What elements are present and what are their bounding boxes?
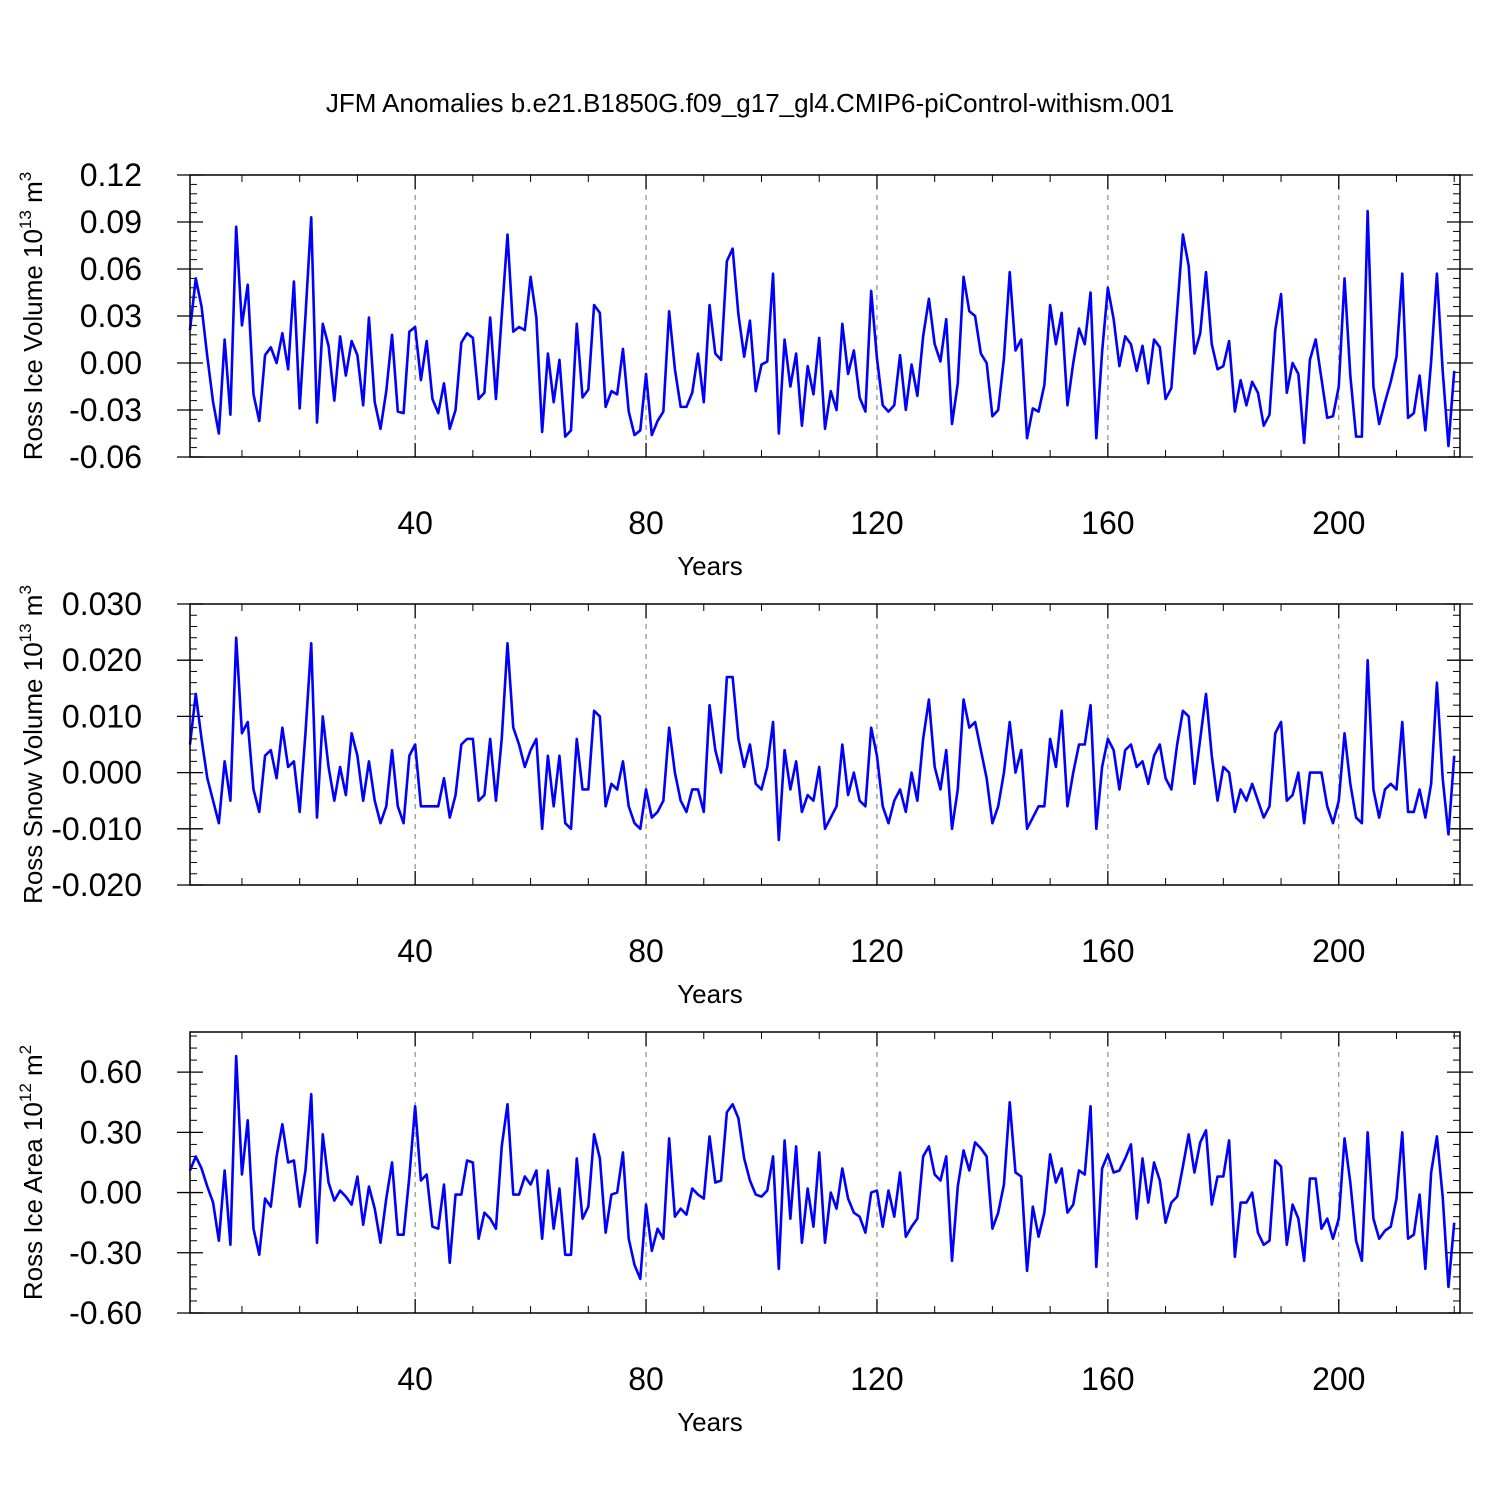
plot-frame — [189, 603, 1461, 886]
series-line — [188, 209, 1456, 448]
y-axis-label-unit-exponent: 3 — [16, 172, 35, 181]
y-tick-label: 0.03 — [80, 298, 142, 334]
x-tick-label: 160 — [1081, 1361, 1134, 1397]
y-tick-label: 0.030 — [62, 586, 142, 622]
x-tick-label: 160 — [1081, 933, 1134, 969]
y-axis-label: Ross Snow Volume 1013 m3 — [16, 585, 48, 904]
series-line — [188, 636, 1456, 842]
y-tick-label: -0.020 — [51, 867, 142, 903]
y-axis-label-text: Ross Ice Volume 10 — [18, 229, 48, 460]
x-tick-label: 80 — [628, 1361, 664, 1397]
y-axis-label-unit: m — [18, 1054, 48, 1083]
y-axis-label-exponent: 12 — [16, 1083, 35, 1102]
plot-frame — [189, 174, 1461, 458]
y-axis-label-unit: m — [18, 595, 48, 624]
chart-title: JFM Anomalies b.e21.B1850G.f09_g17_gl4.C… — [326, 88, 1174, 118]
y-axis-label-unit-exponent: 3 — [16, 585, 35, 594]
y-tick-label: -0.60 — [69, 1295, 142, 1331]
y-tick-label: 0.00 — [80, 1175, 142, 1211]
y-tick-label: 0.09 — [80, 204, 142, 240]
y-tick-label: 0.010 — [62, 698, 142, 734]
y-tick-label: -0.06 — [69, 439, 142, 475]
x-tick-label: 40 — [397, 505, 433, 541]
y-tick-label: -0.30 — [69, 1235, 142, 1271]
x-tick-label: 120 — [850, 933, 903, 969]
y-tick-label: 0.12 — [80, 157, 142, 193]
y-axis-label-text: Ross Ice Area 10 — [18, 1102, 48, 1300]
x-tick-label: 40 — [397, 1361, 433, 1397]
plot-frame — [189, 1031, 1461, 1314]
x-tick-label: 200 — [1312, 933, 1365, 969]
x-tick-label: 80 — [628, 505, 664, 541]
x-tick-label: 40 — [397, 933, 433, 969]
y-tick-label: 0.00 — [80, 345, 142, 381]
y-axis-label-unit: m — [18, 181, 48, 210]
y-tick-label: -0.010 — [51, 811, 142, 847]
y-axis-label: Ross Ice Volume 1013 m3 — [16, 172, 48, 461]
series-line — [188, 1054, 1456, 1289]
x-axis-label: Years — [677, 979, 743, 1009]
y-axis-label-text: Ross Snow Volume 10 — [18, 642, 48, 904]
x-tick-label: 120 — [850, 505, 903, 541]
x-tick-label: 80 — [628, 933, 664, 969]
y-tick-label: 0.020 — [62, 642, 142, 678]
x-tick-label: 120 — [850, 1361, 903, 1397]
y-tick-label: -0.03 — [69, 392, 142, 428]
y-axis-label-exponent: 13 — [16, 210, 35, 229]
y-tick-label: 0.60 — [80, 1054, 142, 1090]
x-axis-label: Years — [677, 1407, 743, 1437]
x-axis-label: Years — [677, 551, 743, 581]
x-tick-label: 160 — [1081, 505, 1134, 541]
panel-2: 40 80 120 160 200 -0.020 -0.010 0.000 0.010 0.020… — [16, 585, 1473, 1009]
x-tick-label: 200 — [1312, 505, 1365, 541]
y-tick-label: 0.06 — [80, 251, 142, 287]
x-tick-label: 200 — [1312, 1361, 1365, 1397]
y-axis-label: Ross Ice Area 1012 m2 — [16, 1045, 48, 1300]
panel-1: 40 80 120 160 200 -0.06 -0.03 0.00 0.03 0.06 0.09 0… — [16, 157, 1473, 581]
y-tick-label: 0.000 — [62, 755, 142, 791]
y-tick-label: 0.30 — [80, 1114, 142, 1150]
y-axis-label-unit-exponent: 2 — [16, 1045, 35, 1054]
y-axis-label-exponent: 13 — [16, 623, 35, 642]
panel-3: 40 80 120 160 200 -0.60 -0.30 0.00 0.30 0.60 Years… — [16, 1031, 1473, 1437]
